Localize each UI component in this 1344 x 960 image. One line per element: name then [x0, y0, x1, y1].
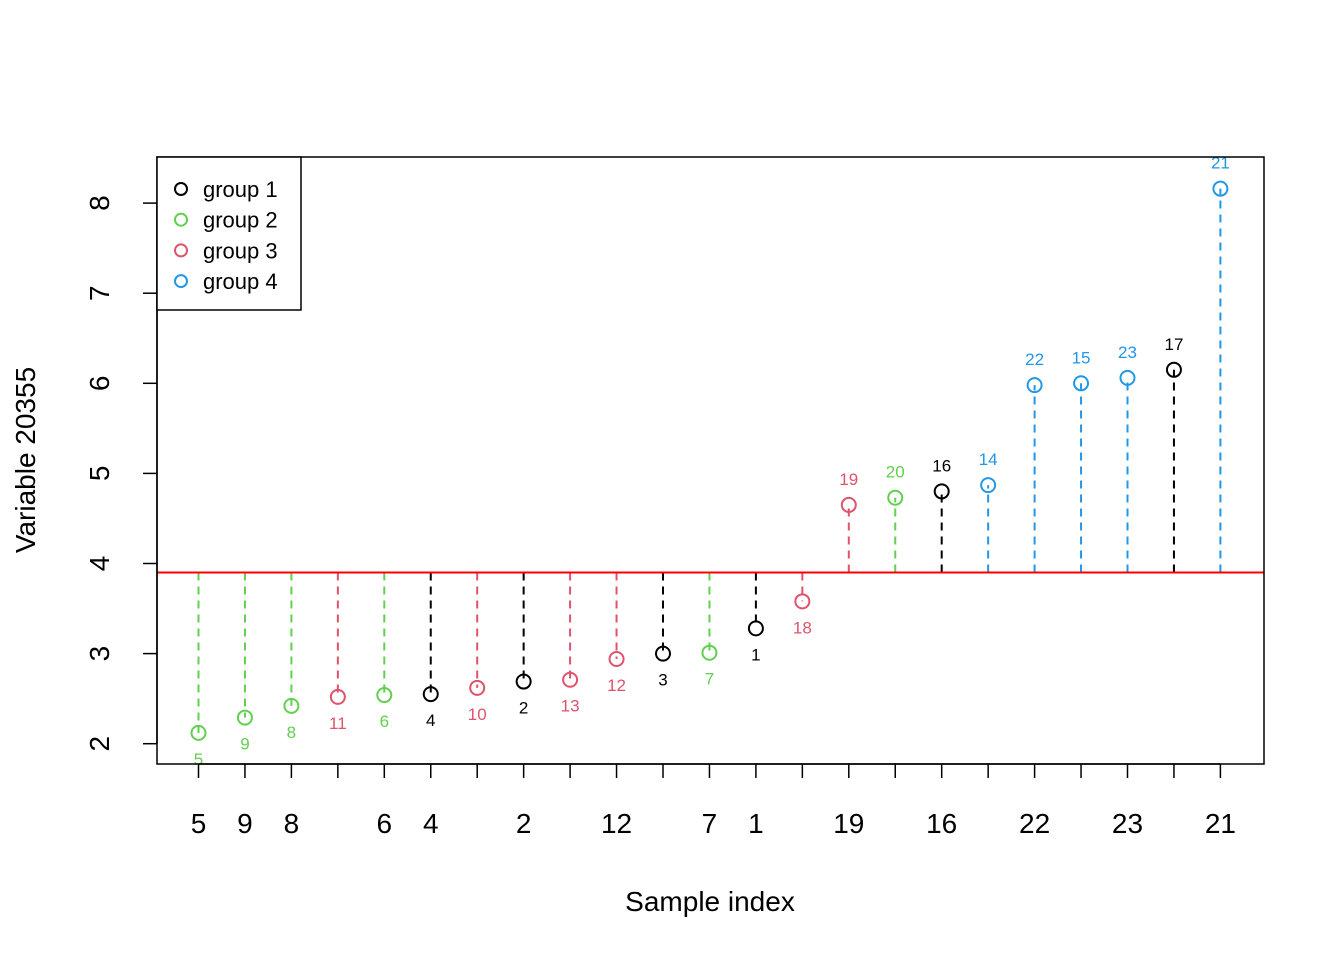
- x-tick-label-9: 9: [237, 808, 253, 839]
- x-tick-label-7: 7: [702, 808, 718, 839]
- point-label-18: 18: [793, 618, 812, 637]
- x-tick-label-16: 16: [926, 808, 957, 839]
- point-label-16: 16: [932, 456, 951, 475]
- legend-marker-group-3: [174, 243, 188, 258]
- y-tick-label-5: 5: [84, 466, 115, 482]
- data-points: [190, 180, 1229, 741]
- legend-label-group-3: group 3: [203, 238, 278, 263]
- point-label-19: 19: [839, 470, 858, 489]
- data-point-17: [1165, 361, 1182, 378]
- point-label-1: 1: [751, 645, 760, 664]
- point-labels: 5 9 8 11 6 4 10 2 13 12 3 7 1 18 19 20 16 14 22 15 23 17 21: [194, 154, 1230, 769]
- data-point-10: [469, 679, 486, 696]
- data-point-2: [515, 673, 532, 690]
- data-point-13: [562, 671, 579, 688]
- legend-marker-group-2: [174, 212, 188, 227]
- x-tick-label-1: 1: [748, 808, 764, 839]
- y-axis-title: Variable 20355: [10, 367, 41, 553]
- y-tick-label-4: 4: [84, 556, 115, 572]
- point-label-11: 11: [329, 714, 347, 733]
- x-tick-label-2: 2: [516, 808, 532, 839]
- point-label-2: 2: [519, 699, 528, 718]
- point-label-23: 23: [1118, 343, 1137, 362]
- y-axis: 2 3 4 5 6 7 8: [84, 195, 158, 752]
- point-label-6: 6: [380, 712, 389, 731]
- point-label-17: 17: [1164, 335, 1183, 354]
- x-tick-label-12: 12: [601, 808, 632, 839]
- point-label-3: 3: [658, 671, 667, 690]
- y-tick-label-6: 6: [84, 376, 115, 392]
- point-label-10: 10: [468, 705, 487, 724]
- data-point-7: [701, 644, 718, 661]
- data-point-14: [980, 477, 997, 494]
- point-label-20: 20: [886, 463, 905, 482]
- point-label-21: 21: [1211, 154, 1230, 173]
- data-point-11: [329, 688, 346, 705]
- data-point-1: [747, 620, 764, 637]
- point-label-4: 4: [426, 711, 435, 730]
- x-tick-label-5: 5: [191, 808, 207, 839]
- legend-label-group-1: group 1: [203, 177, 278, 202]
- data-point-23: [1119, 369, 1136, 386]
- x-tick-label-8: 8: [284, 808, 300, 839]
- y-tick-label-8: 8: [84, 195, 115, 211]
- data-point-4: [422, 686, 439, 703]
- x-tick-label-21: 21: [1205, 808, 1236, 839]
- y-tick-label-2: 2: [84, 736, 115, 752]
- data-point-3: [655, 645, 671, 662]
- data-point-20: [887, 489, 904, 506]
- point-label-9: 9: [240, 735, 249, 754]
- data-point-18: [794, 593, 811, 610]
- data-point-22: [1026, 377, 1043, 394]
- plot-frame: [156, 156, 1265, 765]
- legend-marker-group-4: [174, 274, 188, 289]
- data-point-21: [1212, 180, 1229, 197]
- data-point-19: [840, 496, 857, 513]
- y-tick-label-7: 7: [84, 285, 115, 301]
- plot-background: [157, 157, 1264, 764]
- point-label-7: 7: [705, 670, 714, 689]
- stem-lines: [197, 188, 1222, 733]
- data-point-9: [236, 709, 253, 726]
- data-point-15: [1073, 375, 1090, 392]
- point-label-13: 13: [561, 697, 580, 716]
- x-tick-label-23: 23: [1112, 808, 1143, 839]
- x-axis: 5 9 8 6 4 2 12 7 1 19 16 22 23 21: [191, 763, 1236, 839]
- legend: group 1 group 2 group 3 group 4: [156, 156, 302, 311]
- data-point-12: [608, 651, 625, 668]
- y-tick-label-3: 3: [84, 646, 115, 662]
- data-point-6: [376, 687, 393, 704]
- data-point-8: [283, 697, 300, 714]
- point-label-22: 22: [1025, 350, 1044, 369]
- x-tick-label-22: 22: [1019, 808, 1050, 839]
- x-axis-title: Sample index: [625, 886, 795, 917]
- data-point-16: [933, 483, 950, 500]
- x-tick-label-19: 19: [833, 808, 864, 839]
- x-tick-label-4: 4: [423, 808, 439, 839]
- point-label-15: 15: [1072, 348, 1091, 367]
- point-label-14: 14: [979, 450, 998, 469]
- point-label-12: 12: [607, 676, 626, 695]
- point-label-8: 8: [287, 723, 296, 742]
- data-point-5: [190, 724, 207, 741]
- legend-label-group-4: group 4: [203, 269, 278, 294]
- point-label-5: 5: [194, 750, 203, 769]
- legend-label-group-2: group 2: [203, 208, 278, 233]
- x-tick-label-6: 6: [377, 808, 393, 839]
- legend-marker-group-1: [174, 182, 188, 196]
